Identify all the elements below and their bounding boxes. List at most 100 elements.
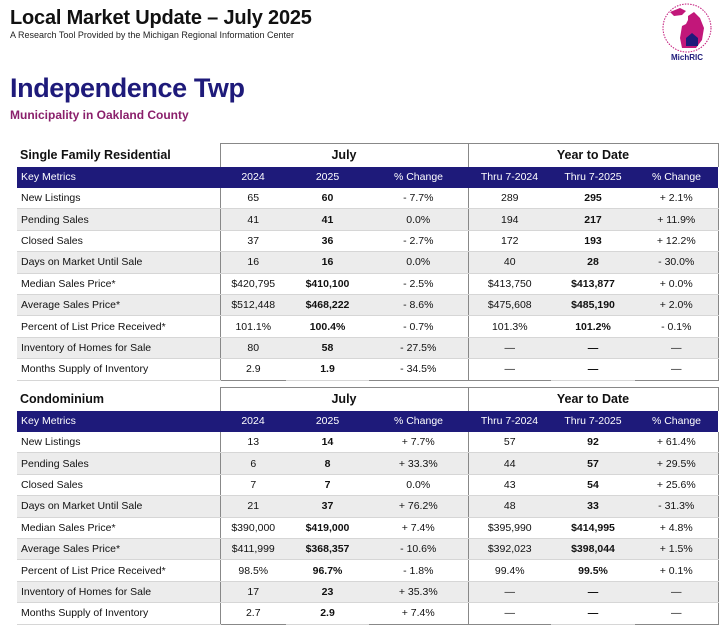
metric-value: 21: [219, 495, 286, 518]
metric-value: 295: [551, 188, 635, 210]
metric-value: $485,190: [551, 294, 635, 317]
metric-value: 101.2%: [551, 315, 635, 338]
metric-value: - 1.8%: [369, 559, 469, 582]
metric-value: + 11.9%: [635, 208, 719, 231]
metric-value: - 2.7%: [369, 230, 469, 253]
metric-label: Average Sales Price*: [17, 538, 220, 561]
metric-value: 99.4%: [467, 559, 551, 582]
metric-value: 96.7%: [286, 559, 369, 582]
column-header: 2025: [286, 167, 369, 188]
metric-value: $420,795: [219, 273, 286, 295]
metric-value: 6: [219, 452, 286, 475]
metric-value: + 25.6%: [635, 474, 719, 497]
table-row: Closed Sales 7 7 0.0% 43 54 + 25.6%: [17, 474, 719, 497]
table-row: Percent of List Price Received* 98.5% 96.7…: [17, 559, 719, 582]
single-family-table-section: Single Family Residential July Year to Dat…: [17, 143, 719, 381]
metric-value: —: [551, 581, 635, 604]
metric-value: 33: [551, 495, 635, 518]
table-row: Median Sales Price* $420,795 $410,100- 2.5…: [17, 273, 719, 295]
metric-value: $368,357: [286, 538, 369, 561]
metric-value: $413,877: [551, 273, 635, 295]
metric-label: Median Sales Price*: [17, 273, 220, 295]
column-header-row: Key Metrics 2024 2025% Change Thru 7-2024 Th…: [17, 411, 718, 432]
ytd-group-header: Year to Date: [467, 143, 719, 167]
metric-label: Pending Sales: [17, 208, 220, 231]
column-header: % Change: [635, 167, 718, 188]
metric-value: 7: [286, 474, 369, 497]
column-header: 2024: [220, 167, 286, 188]
metric-value: $512,448: [219, 294, 286, 317]
metric-value: 48: [467, 495, 551, 518]
metric-value: 172: [467, 230, 551, 253]
column-header: Key Metrics: [17, 167, 220, 188]
metric-value: + 12.2%: [635, 230, 719, 253]
metric-value: 193: [551, 230, 635, 253]
report-title: Local Market Update – July 2025: [10, 7, 312, 29]
metric-value: —: [635, 358, 719, 381]
metric-value: 57: [467, 432, 551, 454]
condominium-table-section: Condominium July Year to Date Key Metrics 20…: [17, 387, 719, 625]
metric-value: 58: [286, 337, 369, 360]
metric-label: Percent of List Price Received*: [17, 315, 220, 338]
metric-value: 0.0%: [369, 208, 469, 231]
metric-value: 41: [219, 208, 286, 231]
column-header: Key Metrics: [17, 411, 220, 432]
metric-value: + 2.0%: [635, 294, 719, 317]
metric-label: Inventory of Homes for Sale: [17, 337, 220, 360]
metric-value: 0.0%: [369, 251, 469, 274]
michigan-map-icon: [662, 3, 712, 53]
metric-value: + 7.4%: [369, 602, 469, 625]
month-group-header: July: [219, 387, 469, 411]
logo-text: MichRIC: [671, 53, 703, 62]
metric-value: + 76.2%: [369, 495, 469, 518]
metric-value: + 0.0%: [635, 273, 719, 295]
metric-value: + 33.3%: [369, 452, 469, 475]
metric-value: $419,000: [286, 517, 369, 539]
metric-value: $392,023: [467, 538, 551, 561]
metric-value: 7: [219, 474, 286, 497]
metric-value: 16: [286, 251, 369, 274]
metric-value: —: [551, 358, 635, 381]
metric-value: 17: [219, 581, 286, 604]
metric-label: Months Supply of Inventory: [17, 602, 220, 625]
metric-value: + 29.5%: [635, 452, 719, 475]
metric-value: + 4.8%: [635, 517, 719, 539]
metric-value: 54: [551, 474, 635, 497]
metric-value: 43: [467, 474, 551, 497]
metric-value: 41: [286, 208, 369, 231]
table-row: Pending Sales 41 41 0.0% 194 217 + 11.9%: [17, 208, 719, 231]
metric-value: 37: [219, 230, 286, 253]
report-subtitle: A Research Tool Provided by the Michigan…: [10, 30, 294, 40]
metric-value: 101.3%: [467, 315, 551, 338]
metric-value: 44: [467, 452, 551, 475]
column-header: Thru 7-2024: [468, 411, 551, 432]
metric-value: 100.4%: [286, 315, 369, 338]
metric-value: + 61.4%: [635, 432, 719, 454]
metric-value: 36: [286, 230, 369, 253]
metric-label: Percent of List Price Received*: [17, 559, 220, 582]
column-header: % Change: [635, 411, 718, 432]
metric-value: + 7.4%: [369, 517, 469, 539]
metric-value: - 27.5%: [369, 337, 469, 360]
metric-value: 40: [467, 251, 551, 274]
metric-value: - 0.7%: [369, 315, 469, 338]
column-header: Thru 7-2024: [468, 167, 551, 188]
metric-value: + 7.7%: [369, 432, 469, 454]
metrics-table: Condominium July Year to Date Key Metrics 20…: [17, 387, 719, 625]
metric-value: —: [551, 337, 635, 360]
column-header: % Change: [369, 167, 468, 188]
metric-value: $475,608: [467, 294, 551, 317]
metric-value: $413,750: [467, 273, 551, 295]
table-row: Percent of List Price Received* 101.1% 100…: [17, 315, 719, 338]
metric-label: Average Sales Price*: [17, 294, 220, 317]
section-title: Single Family Residential: [20, 147, 171, 162]
municipality-title: Independence Twp: [10, 73, 245, 103]
metric-value: 60: [286, 188, 369, 210]
column-header-row: Key Metrics 2024 2025% Change Thru 7-2024 Th…: [17, 167, 718, 188]
table-row: Inventory of Homes for Sale 80 58- 27.5% — —…: [17, 337, 719, 360]
metric-value: 101.1%: [219, 315, 286, 338]
month-group-header: July: [219, 143, 469, 167]
table-row: Days on Market Until Sale 16 16 0.0% 40 28- 3…: [17, 251, 719, 274]
column-header: 2024: [220, 411, 286, 432]
table-row: Pending Sales 6 8 + 33.3% 44 57 + 29.5%: [17, 452, 719, 475]
